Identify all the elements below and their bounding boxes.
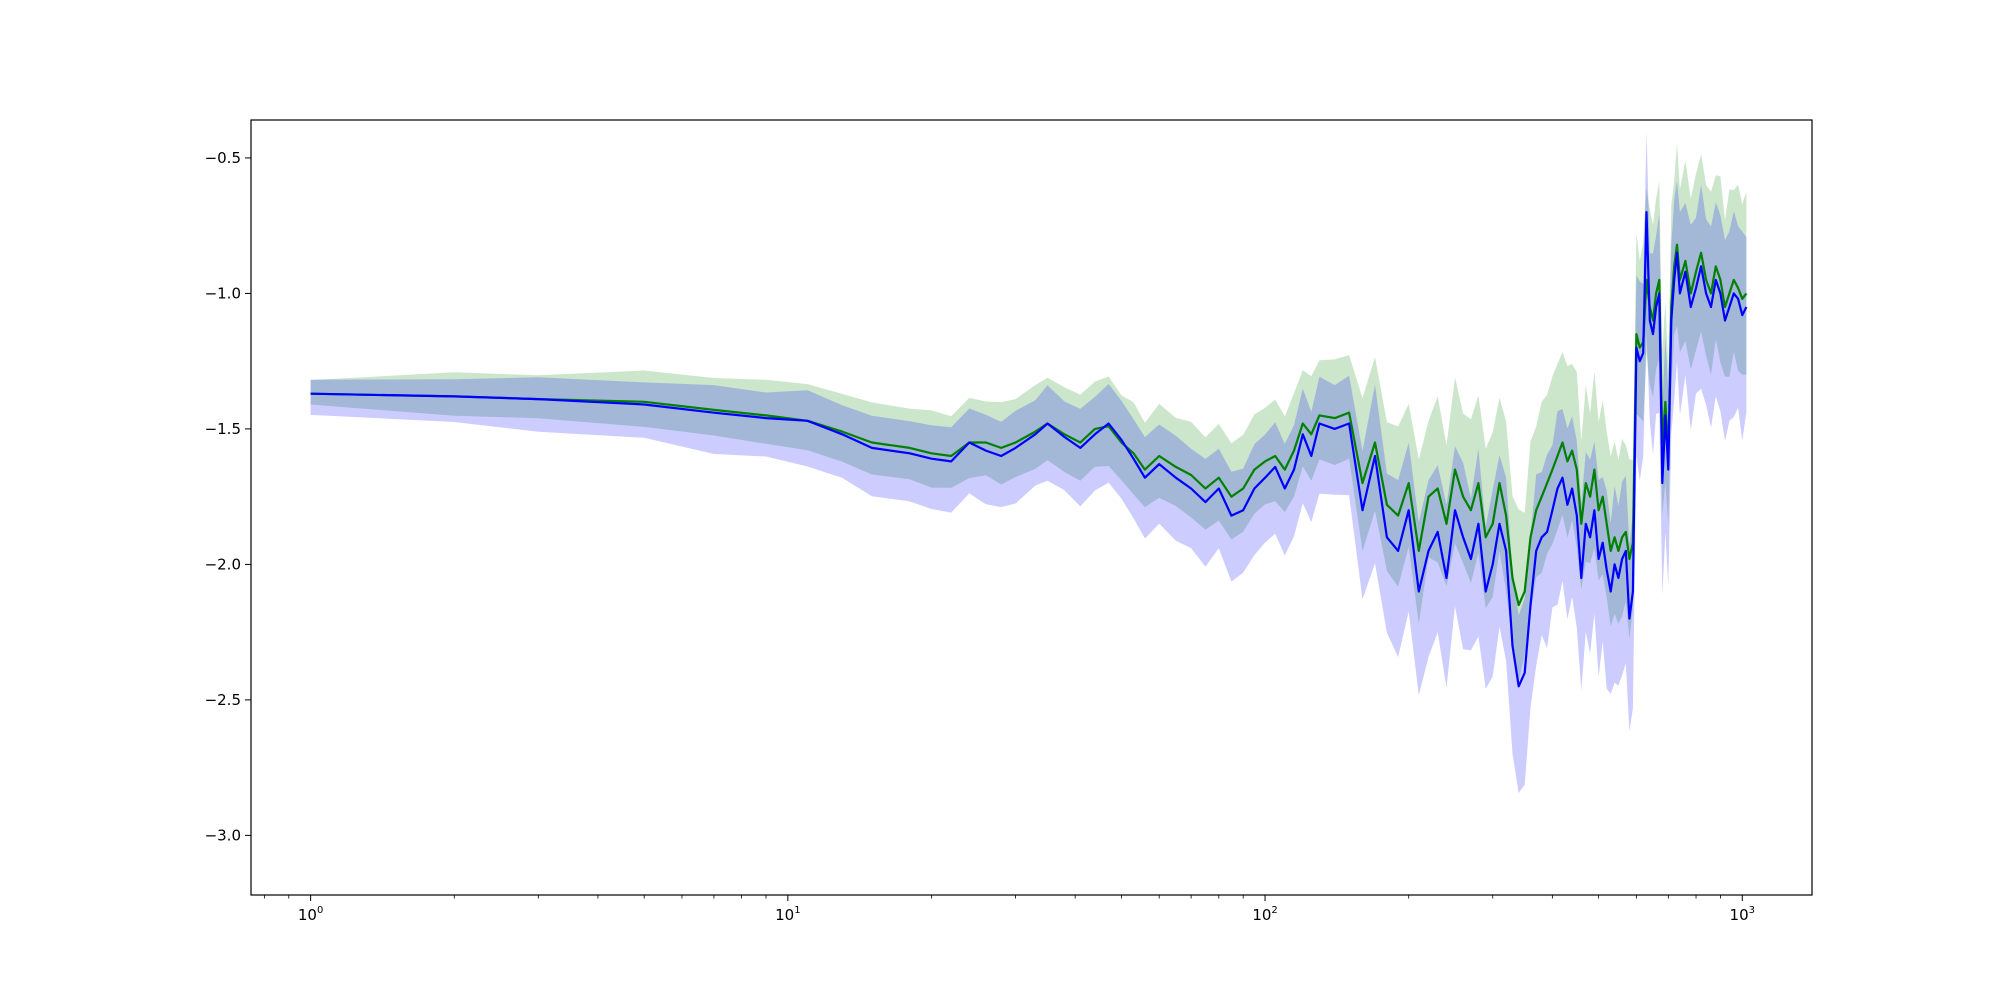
y-tick-label: −1.5: [205, 420, 241, 438]
y-tick-label: −2.0: [205, 555, 241, 573]
y-tick-label: −2.5: [205, 691, 241, 709]
y-tick-label: −3.0: [205, 826, 241, 844]
y-tick-label: −0.5: [205, 149, 241, 167]
confidence-bands: [310, 131, 1747, 794]
x-tick-label: 101: [775, 905, 800, 924]
series-1-line: [310, 243, 1748, 607]
plot-area-frame: [250, 119, 1813, 896]
series-1-band: [310, 143, 1747, 682]
y-axis: −0.5 −1.0 −1.5 −2.0 −2.5 −3.0: [205, 149, 251, 844]
x-axis: 100 101 102 103: [263, 895, 1755, 924]
series-lines: [310, 211, 1748, 688]
x-tick-label: 103: [1730, 905, 1755, 924]
x-tick-label: 102: [1252, 905, 1277, 924]
x-tick-label: 100: [298, 905, 323, 924]
y-tick-label: −1.0: [205, 284, 241, 302]
series-2-line: [310, 211, 1748, 688]
series-2-band: [310, 131, 1747, 794]
